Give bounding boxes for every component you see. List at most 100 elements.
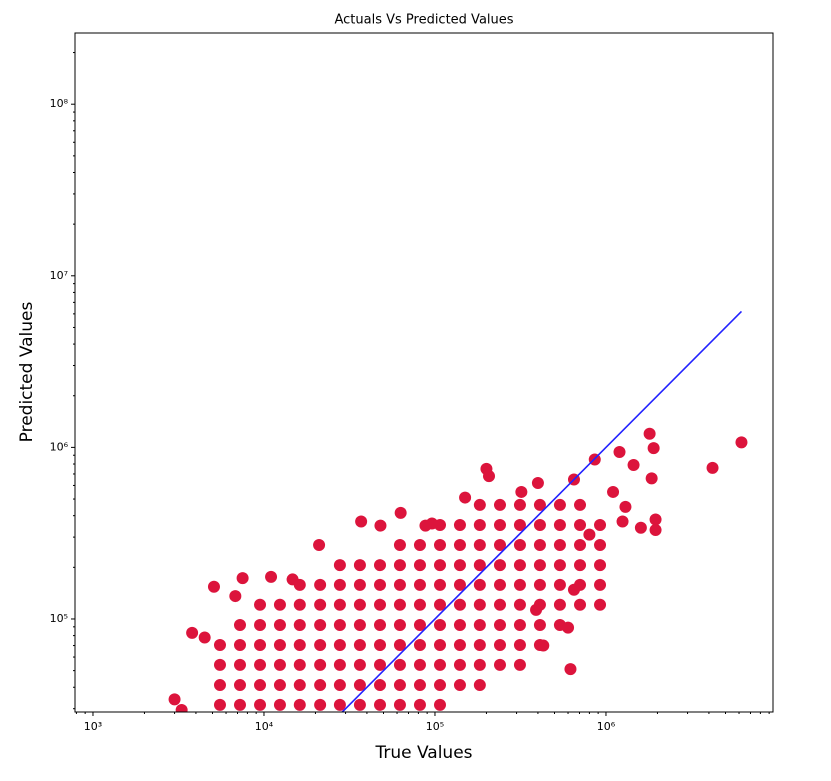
point — [513, 578, 526, 591]
point — [533, 518, 546, 531]
point — [254, 698, 267, 711]
plot-frame — [74, 32, 774, 713]
point — [333, 578, 346, 591]
point — [373, 578, 386, 591]
point — [254, 679, 267, 692]
point — [373, 559, 386, 572]
point — [286, 573, 299, 586]
point — [473, 538, 486, 551]
point — [413, 698, 426, 711]
point — [493, 518, 506, 531]
point — [567, 583, 580, 596]
point — [333, 559, 346, 572]
point — [213, 658, 226, 671]
point — [553, 518, 566, 531]
point — [433, 559, 446, 572]
point — [413, 679, 426, 692]
point — [513, 498, 526, 511]
point — [574, 498, 587, 511]
x-tick-label: 10⁵ — [426, 720, 444, 733]
point — [333, 658, 346, 671]
y-tick-label: 10⁷ — [50, 269, 68, 282]
point — [453, 658, 466, 671]
point — [473, 518, 486, 531]
point — [533, 618, 546, 631]
point — [473, 658, 486, 671]
x-tick-label: 10⁴ — [255, 720, 274, 733]
point — [314, 578, 327, 591]
point — [353, 658, 366, 671]
point — [553, 598, 566, 611]
point — [353, 598, 366, 611]
point — [213, 639, 226, 652]
point — [355, 515, 368, 528]
point — [413, 559, 426, 572]
point — [513, 618, 526, 631]
point — [393, 658, 406, 671]
point — [314, 679, 327, 692]
point — [493, 639, 506, 652]
point — [513, 639, 526, 652]
point — [293, 698, 306, 711]
point — [353, 559, 366, 572]
point — [314, 598, 327, 611]
point — [374, 519, 387, 532]
point — [706, 461, 719, 474]
x-axis-label: True Values — [374, 743, 472, 763]
point — [393, 679, 406, 692]
point — [413, 538, 426, 551]
point — [413, 658, 426, 671]
point — [233, 679, 246, 692]
point — [373, 618, 386, 631]
point — [473, 559, 486, 572]
point — [433, 538, 446, 551]
point — [433, 578, 446, 591]
point — [594, 538, 607, 551]
point — [393, 598, 406, 611]
point — [619, 500, 632, 513]
point — [229, 590, 242, 603]
point — [413, 578, 426, 591]
point — [473, 639, 486, 652]
point — [314, 658, 327, 671]
point — [213, 698, 226, 711]
point — [353, 578, 366, 591]
point — [233, 618, 246, 631]
point — [643, 427, 656, 440]
point — [493, 498, 506, 511]
point — [314, 639, 327, 652]
point — [314, 698, 327, 711]
point — [413, 598, 426, 611]
point — [373, 658, 386, 671]
point — [513, 538, 526, 551]
point — [453, 538, 466, 551]
point — [645, 472, 658, 485]
point — [562, 621, 575, 634]
point — [433, 618, 446, 631]
plot-area — [168, 310, 748, 712]
point — [453, 559, 466, 572]
point — [459, 491, 472, 504]
point — [594, 578, 607, 591]
point — [649, 524, 662, 537]
point — [413, 639, 426, 652]
point — [393, 698, 406, 711]
point — [453, 618, 466, 631]
point — [493, 618, 506, 631]
point — [574, 518, 587, 531]
point — [433, 598, 446, 611]
point — [273, 598, 286, 611]
point — [530, 603, 543, 616]
point — [594, 559, 607, 572]
point — [533, 559, 546, 572]
point — [393, 538, 406, 551]
point — [533, 498, 546, 511]
point — [433, 658, 446, 671]
point — [273, 658, 286, 671]
point — [453, 578, 466, 591]
point — [333, 679, 346, 692]
point — [393, 578, 406, 591]
point — [213, 679, 226, 692]
point — [168, 693, 181, 706]
